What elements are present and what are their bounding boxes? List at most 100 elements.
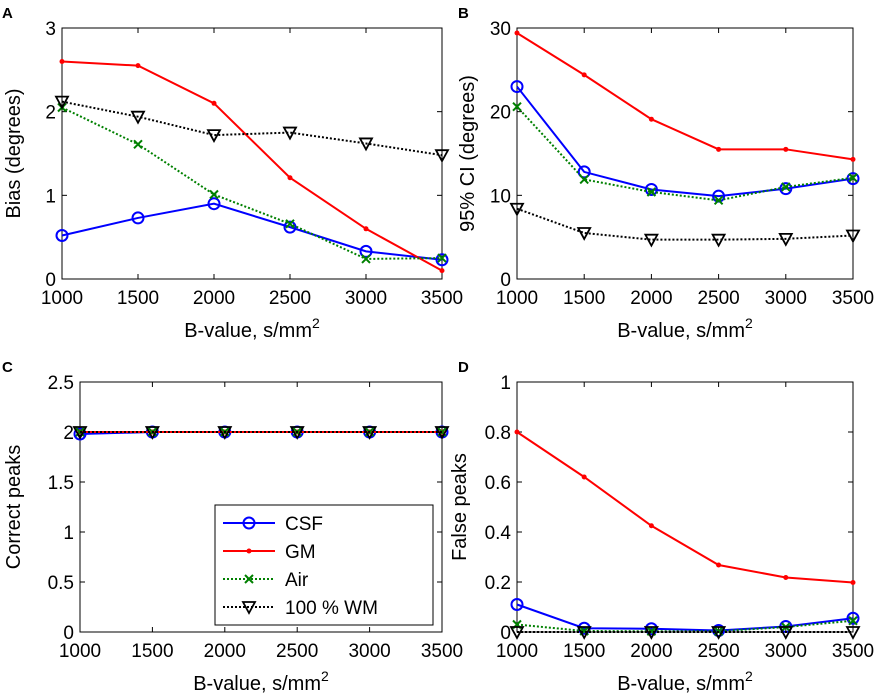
x-tick-label: 3000 <box>765 288 807 309</box>
panel-label: C <box>2 359 13 376</box>
series-line <box>61 106 443 260</box>
data-point <box>285 219 295 229</box>
x-axis-label: B-value, s/mm2 <box>193 668 329 695</box>
data-point <box>716 562 722 568</box>
legend-marker <box>242 516 256 530</box>
data-point <box>217 426 233 440</box>
data-point <box>711 626 727 640</box>
data-point <box>783 575 789 580</box>
data-point <box>283 220 297 234</box>
data-point <box>434 149 450 164</box>
x-tick-label: 2500 <box>697 641 739 662</box>
data-point <box>716 146 722 152</box>
x-tick-label: 2000 <box>630 288 672 309</box>
y-tick-label: 2 <box>45 103 56 124</box>
series-line <box>61 202 443 261</box>
data-point <box>713 195 724 206</box>
panel-d: 1000 1500 2000 2500 3000 3500 0 0.2 0.4 0.6 0.8 1 B-… <box>449 359 874 695</box>
data-point <box>581 474 587 480</box>
x-tick-label: 2000 <box>204 641 246 662</box>
data-point <box>509 202 525 217</box>
data-point <box>131 211 145 225</box>
data-point <box>363 226 369 232</box>
data-point <box>576 626 592 640</box>
y-tick-label: 1 <box>45 186 56 207</box>
x-tick-label: 3500 <box>421 288 463 309</box>
y-tick-label: 0.8 <box>485 423 511 444</box>
legend: CSF GM Air 100 % WM <box>214 504 434 626</box>
y-tick-label: 0.6 <box>485 473 511 494</box>
legend-label: CSF <box>285 514 323 535</box>
legend-label: GM <box>285 542 316 563</box>
series-line <box>516 105 854 202</box>
x-tick-label: 1500 <box>117 288 159 309</box>
panel-c: 1000 1500 2000 2500 3000 3500 0 0.5 1 1.5 2 2.5 B-va… <box>2 359 463 695</box>
data-point <box>209 189 219 200</box>
y-tick-label: 1.5 <box>48 473 74 494</box>
x-tick-label: 3000 <box>348 641 390 662</box>
data-point <box>514 30 520 36</box>
panel-label: D <box>458 359 469 376</box>
y-tick-label: 0.4 <box>485 523 512 544</box>
legend-box <box>214 504 434 626</box>
data-point <box>646 187 657 197</box>
data-point <box>211 100 217 106</box>
series-line <box>516 603 854 632</box>
data-point <box>510 80 524 94</box>
data-point <box>509 626 525 640</box>
data-point <box>59 58 65 64</box>
data-point <box>778 626 794 640</box>
series-line <box>516 207 854 241</box>
data-point <box>434 426 450 440</box>
data-point <box>512 101 522 112</box>
data-point <box>133 139 143 150</box>
data-point <box>850 156 856 162</box>
y-tick-label: 10 <box>490 186 511 207</box>
y-tick-label: 2 <box>63 423 74 444</box>
y-tick-label: 2.5 <box>48 373 74 394</box>
y-tick-label: 0.2 <box>485 573 511 594</box>
x-tick-label: 2500 <box>276 641 318 662</box>
x-tick-label: 3500 <box>832 288 874 309</box>
x-tick-label: 1500 <box>563 641 605 662</box>
x-tick-label: 2500 <box>269 288 311 309</box>
panel-a: 1000 1500 2000 2500 3000 3500 0 1 2 3 B-value, s/m… <box>2 5 463 342</box>
data-point <box>848 173 858 183</box>
data-point <box>361 254 371 264</box>
data-point <box>54 95 70 110</box>
y-tick-label: 0.5 <box>48 573 74 594</box>
y-axis-label: 95% CI (degrees) <box>457 75 479 232</box>
panel-label: B <box>458 5 469 22</box>
data-point <box>576 227 592 241</box>
legend-marker <box>241 601 257 615</box>
data-point <box>514 429 520 435</box>
plot-area <box>516 27 854 280</box>
x-tick-label: 2500 <box>697 288 739 309</box>
data-point <box>130 110 146 125</box>
data-point <box>510 598 524 611</box>
data-point <box>362 426 378 440</box>
series-line <box>61 100 443 157</box>
legend-marker <box>244 574 254 584</box>
data-point <box>287 175 293 181</box>
data-point <box>648 116 654 122</box>
y-tick-label: 3 <box>45 19 56 40</box>
data-point <box>282 126 298 141</box>
y-tick-label: 0 <box>45 270 56 291</box>
data-point <box>144 426 160 440</box>
panel-label: A <box>2 5 13 22</box>
y-tick-label: 20 <box>490 103 511 124</box>
panel-b: 1000 1500 2000 2500 3000 3500 0 10 20 30 B-value, … <box>457 5 874 342</box>
data-point <box>845 229 861 244</box>
legend-marker <box>246 548 252 554</box>
series-line <box>516 32 854 161</box>
data-point <box>577 165 591 179</box>
plot-area <box>516 381 854 633</box>
data-point <box>439 268 445 274</box>
data-point <box>848 616 858 626</box>
x-tick-label: 1500 <box>131 641 173 662</box>
data-point <box>643 233 659 248</box>
x-tick-label: 2000 <box>630 641 672 662</box>
y-axis-label: Correct peaks <box>3 445 25 570</box>
